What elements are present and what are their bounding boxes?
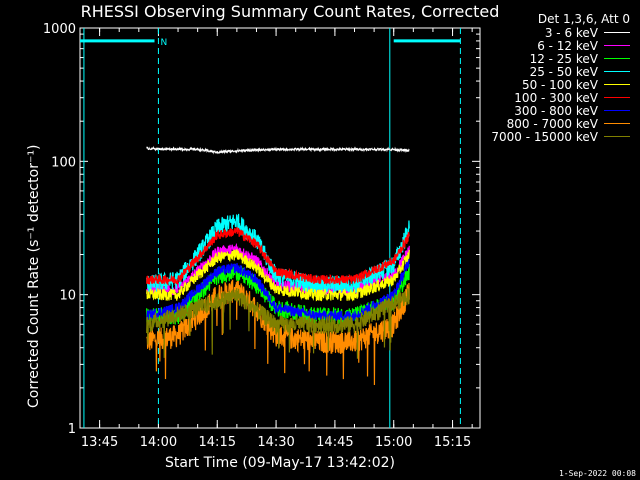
legend-swatch	[604, 71, 630, 72]
x-tick-label: 14:00	[140, 435, 177, 450]
y-tick-label: 10	[59, 289, 76, 304]
footer-timestamp: 1-Sep-2022 00:08	[558, 469, 636, 478]
y-tick-label: 1000	[43, 22, 76, 37]
series-line	[146, 145, 410, 155]
legend-item: 3 - 6 keV	[470, 25, 630, 40]
series-line	[146, 227, 410, 286]
x-tick-label: 14:15	[199, 435, 236, 450]
x-tick-label: 15:00	[375, 435, 412, 450]
legend-swatch	[604, 58, 630, 59]
x-tick-label: 15:15	[434, 435, 471, 450]
legend-item: 800 - 7000 keV	[470, 116, 630, 131]
legend-label: 3 - 6 keV	[544, 25, 598, 40]
legend-item: 300 - 800 keV	[470, 103, 630, 118]
x-tick-label: 14:30	[257, 435, 294, 450]
plot-frame	[79, 27, 481, 429]
chart-title: RHESSI Observing Summary Count Rates, Co…	[80, 2, 500, 21]
legend-label: 7000 - 15000 keV	[491, 129, 598, 144]
legend-item: 50 - 100 keV	[470, 77, 630, 92]
legend-item: 25 - 50 keV	[470, 64, 630, 79]
legend-label: 100 - 300 keV	[514, 90, 598, 105]
legend-swatch	[604, 136, 630, 137]
legend-label: 6 - 12 keV	[537, 38, 598, 53]
legend-item: 7000 - 15000 keV	[470, 129, 630, 144]
legend-label: 50 - 100 keV	[521, 77, 598, 92]
legend-label: 25 - 50 keV	[529, 64, 598, 79]
legend-label: 300 - 800 keV	[514, 103, 598, 118]
legend-item: 12 - 25 keV	[470, 51, 630, 66]
legend-item: 100 - 300 keV	[470, 90, 630, 105]
legend-swatch	[604, 97, 630, 98]
legend-swatch	[604, 123, 630, 124]
legend-label: 800 - 7000 keV	[506, 116, 598, 131]
legend: Det 1,3,6, Att 0 3 - 6 keV 6 - 12 keV 12 -…	[470, 12, 630, 144]
y-tick-label: 1	[68, 422, 76, 437]
x-tick-label: 13:45	[81, 435, 118, 450]
legend-swatch	[604, 32, 630, 33]
x-tick-label: 14:45	[316, 435, 353, 450]
legend-item: 6 - 12 keV	[470, 38, 630, 53]
attenuator-bar-label: N	[161, 38, 168, 48]
series-line	[146, 249, 410, 302]
series-line	[146, 288, 410, 359]
legend-entries: 3 - 6 keV 6 - 12 keV 12 - 25 keV 25 - 50 ke…	[470, 25, 630, 144]
legend-header: Det 1,3,6, Att 0	[537, 12, 630, 26]
legend-label: 12 - 25 keV	[529, 51, 598, 66]
y-tick-label: 100	[51, 155, 76, 170]
legend-swatch	[604, 45, 630, 46]
legend-swatch	[604, 84, 630, 85]
legend-swatch	[604, 110, 630, 111]
x-axis-label: Start Time (09-May-17 13:42:02)	[164, 455, 396, 471]
y-axis-label: Corrected Count Rate (s⁻¹ detector⁻¹)	[26, 144, 42, 408]
